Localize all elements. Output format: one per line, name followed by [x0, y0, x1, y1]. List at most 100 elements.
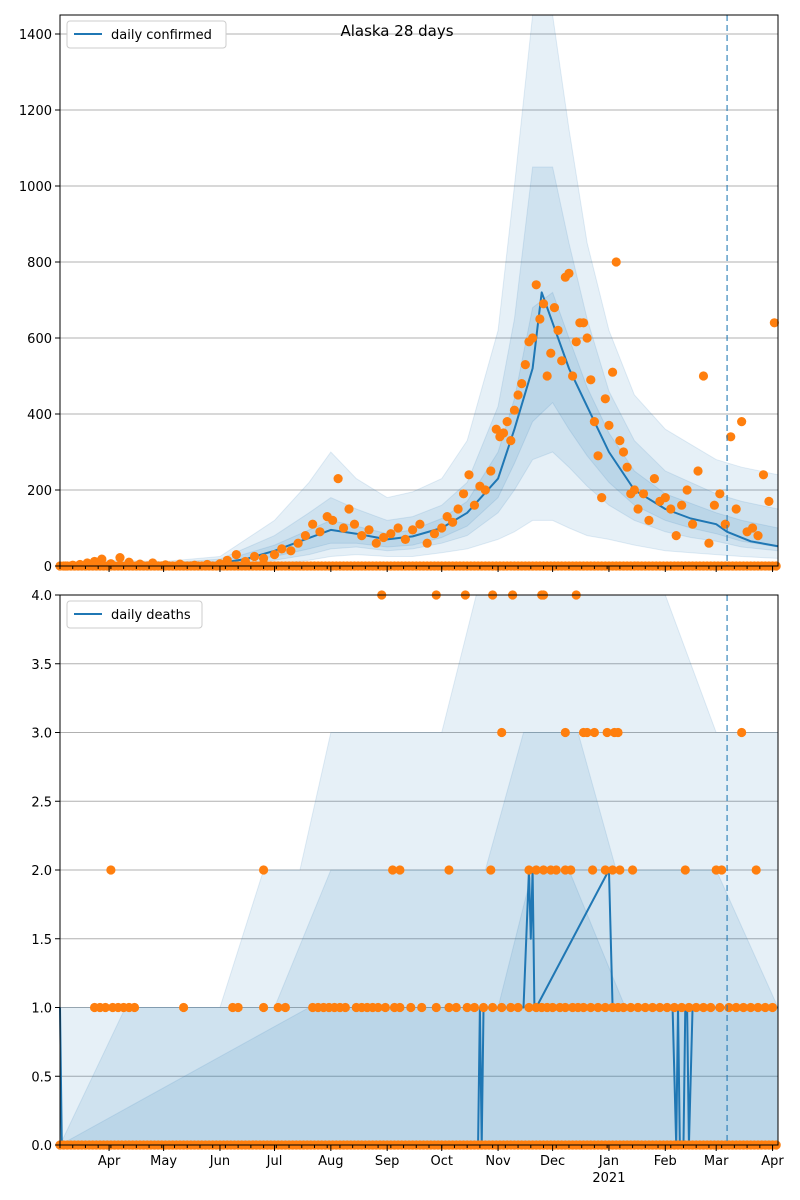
- confirmed-axes-frame: [59, 14, 779, 567]
- deaths-data-point: [662, 1002, 672, 1013]
- confirmed-y-axis: 0 200 400 600 800 1000 1200 1400: [19, 28, 60, 575]
- deaths-data-point: [669, 1002, 679, 1013]
- confirmed-data-point: [698, 371, 709, 381]
- deaths-data-point: [524, 865, 534, 875]
- deaths-data-point: [640, 1002, 650, 1013]
- confirmed-data-point: [517, 379, 527, 389]
- deaths-data-point: [560, 727, 570, 738]
- confirmed-data-point: [286, 546, 296, 556]
- xtick-label: Apr: [761, 1154, 784, 1169]
- confirmed-ytick-label: 1400: [19, 28, 52, 43]
- confirmed-data-point: [469, 500, 480, 510]
- confirmed-data-point: [258, 553, 269, 564]
- deaths-legend-box: [66, 600, 203, 629]
- deaths-data-point: [751, 865, 761, 875]
- deaths-axes-frame: [59, 594, 779, 1146]
- confirmed-data-point: [535, 314, 545, 324]
- confirmed-data-point: [622, 462, 632, 472]
- confirmed-data-point: [386, 529, 396, 539]
- deaths-data-point: [589, 727, 600, 738]
- confirmed-ytick-label: 0: [44, 560, 52, 575]
- xtick-label: Aug: [318, 1154, 343, 1169]
- confirmed-data-point: [677, 500, 687, 510]
- confirmed-data-point: [753, 531, 763, 541]
- deaths-data-point: [586, 1002, 596, 1013]
- deaths-data-point: [488, 1002, 498, 1013]
- confirmed-data-point: [357, 531, 367, 541]
- confirmed-ytick-label: 400: [27, 408, 52, 423]
- confirmed-data-point: [615, 436, 625, 446]
- confirmed-data-point: [578, 318, 589, 328]
- deaths-data-point: [560, 1002, 570, 1013]
- confirmed-data-point: [644, 515, 654, 526]
- deaths-data-point: [706, 1002, 716, 1013]
- confirmed-scatter-layer: [55, 257, 781, 571]
- confirmed-data-point: [293, 538, 303, 548]
- confirmed-data-point: [364, 525, 374, 535]
- confirmed-data-point: [737, 417, 747, 427]
- confirmed-data-point: [611, 257, 621, 267]
- xtick-label: May: [150, 1154, 177, 1169]
- deaths-data-point: [677, 1002, 687, 1013]
- deaths-ytick-label: 1.5: [31, 933, 52, 948]
- confirmed-data-point: [567, 371, 578, 381]
- xtick-label: Nov: [485, 1154, 511, 1169]
- deaths-data-point: [717, 865, 727, 875]
- deaths-data-point: [627, 865, 638, 875]
- confirmed-ytick-label: 200: [27, 484, 52, 499]
- deaths-data-point: [462, 1002, 472, 1013]
- confirmed-data-point: [437, 523, 447, 533]
- year-label: 2021: [592, 1171, 625, 1186]
- confirmed-data-point: [758, 470, 769, 480]
- confirmed-legend-box: [66, 20, 227, 49]
- deaths-data-point: [497, 727, 507, 738]
- confirmed-data-point: [589, 417, 600, 427]
- confirmed-data-point: [633, 504, 643, 514]
- deaths-data-point: [538, 865, 549, 875]
- chart-title: Alaska 28 days: [340, 22, 453, 40]
- confirmed-data-point: [538, 299, 549, 309]
- confirmed-data-point: [269, 550, 280, 560]
- deaths-legend-label: daily deaths: [111, 608, 191, 623]
- confirmed-data-point: [720, 519, 730, 529]
- confirmed-data-point: [557, 356, 567, 366]
- deaths-data-point: [380, 1002, 390, 1013]
- confirmed-data-point: [491, 424, 501, 434]
- confirmed-data-point: [448, 517, 458, 527]
- confirmed-data-point: [429, 529, 440, 539]
- confirmed-data-point: [528, 333, 538, 343]
- deaths-data-point: [388, 865, 398, 875]
- confirmed-legend: daily confirmed: [66, 20, 227, 49]
- deaths-ytick-label: 2.5: [31, 795, 52, 810]
- deaths-data-point: [551, 865, 561, 875]
- deaths-data-point: [524, 1002, 534, 1013]
- deaths-ytick-label: 3.5: [31, 658, 52, 673]
- confirmed-legend-label: daily confirmed: [111, 28, 212, 43]
- deaths-data-point: [613, 727, 623, 738]
- deaths-data-point: [469, 1002, 480, 1013]
- confirmed-data-point: [731, 504, 741, 514]
- confirmed-data-point: [671, 531, 681, 541]
- deaths-data-point: [760, 1002, 770, 1013]
- confirmed-data-point: [333, 474, 343, 484]
- xtick-label: Apr: [98, 1154, 121, 1169]
- deaths-data-point: [698, 1002, 709, 1013]
- confirmed-data-point: [553, 325, 563, 335]
- deaths-data-point: [451, 1002, 461, 1013]
- confirmed-data-point: [464, 470, 474, 480]
- deaths-data-point: [444, 865, 454, 875]
- confirmed-data-point: [546, 348, 556, 358]
- confirmed-data-point: [682, 485, 692, 495]
- confirmed-data-point: [709, 500, 719, 510]
- confirmed-data-point: [629, 485, 640, 495]
- deaths-y-axis: 0.0 0.5 1.0 1.5 2.0 2.5 3.0 3.5 4.0: [31, 589, 60, 1154]
- confirmed-data-point: [687, 519, 698, 529]
- confirmed-data-point: [349, 519, 360, 529]
- confirmed-panel: 0 200 400 600 800 1000 1200 1400 Alaska 28 days…: [19, 14, 781, 575]
- deaths-x-axis: Apr May Jun Jul Aug Sep Oct Nov Dec Jan Feb Mar Apr 2…: [59, 1145, 784, 1186]
- xtick-label: Jun: [209, 1154, 230, 1169]
- deaths-data-point: [444, 1002, 454, 1013]
- deaths-data-point: [179, 1002, 189, 1013]
- confirmed-data-point: [249, 551, 260, 562]
